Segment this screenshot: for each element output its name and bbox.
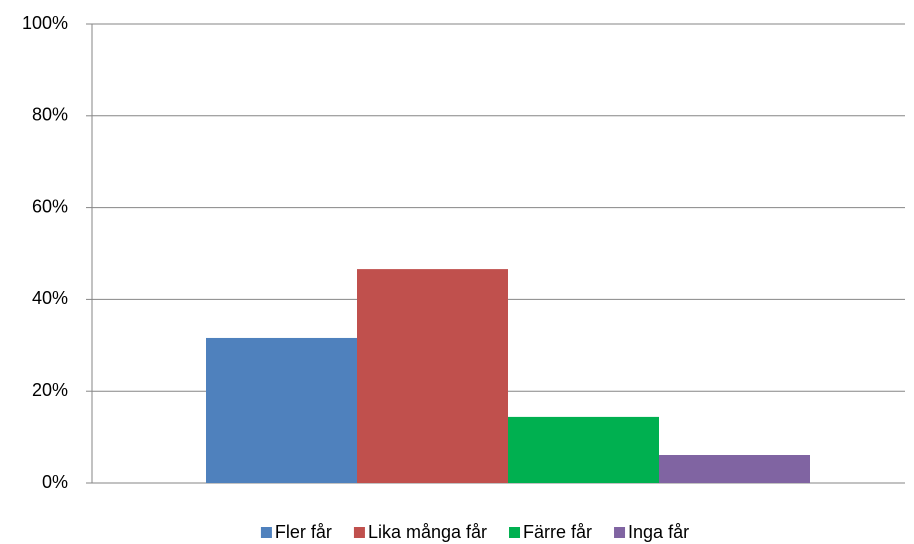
- legend-label: Lika många får: [368, 522, 487, 542]
- legend-label: Färre får: [523, 522, 592, 542]
- y-tick-label: 60%: [32, 196, 68, 216]
- legend-swatch: [614, 527, 626, 538]
- bar: [508, 416, 659, 483]
- legend-label: Inga får: [628, 522, 689, 542]
- bar: [206, 337, 357, 483]
- legend-swatch: [260, 527, 272, 538]
- legend-label: Fler får: [275, 522, 332, 542]
- bar: [659, 455, 810, 483]
- y-tick-label: 0%: [42, 472, 68, 492]
- legend-swatch: [353, 527, 365, 538]
- y-tick-label: 80%: [32, 105, 68, 125]
- y-tick-label: 40%: [32, 288, 68, 308]
- y-tick-label: 100%: [22, 13, 68, 33]
- bar: [357, 269, 508, 483]
- y-tick-label: 20%: [32, 380, 68, 400]
- legend-swatch: [509, 527, 521, 538]
